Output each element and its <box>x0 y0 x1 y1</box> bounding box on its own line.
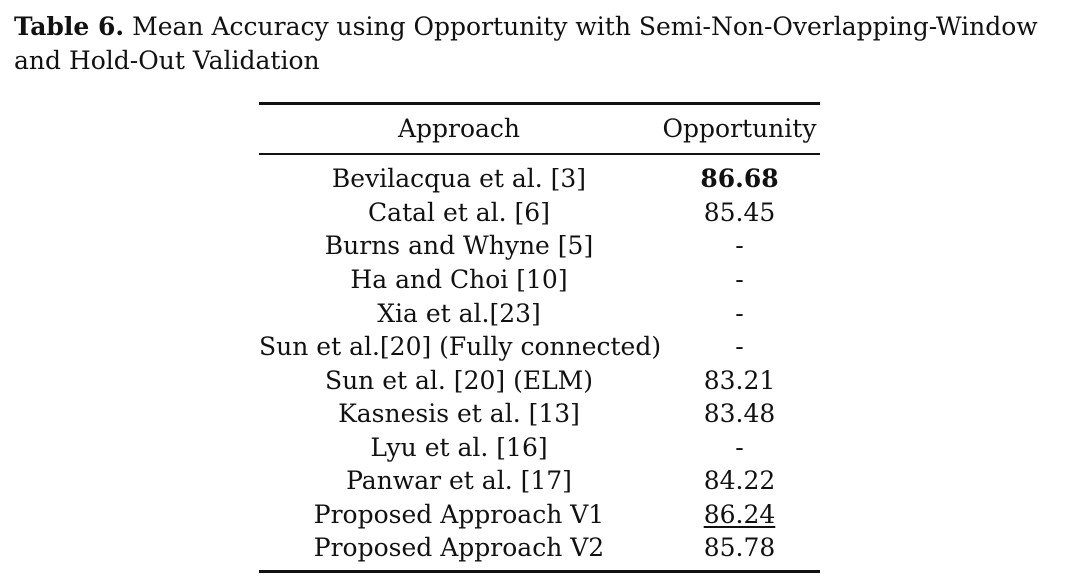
row-approach: Kasnesis et al. [13] <box>338 399 580 428</box>
header-opportunity: Opportunity <box>662 114 817 143</box>
header-approach: Approach <box>397 114 521 143</box>
row-value: - <box>735 231 744 260</box>
row-approach: Xia et al.[23] <box>377 299 541 328</box>
table-row: Proposed Approach V1 86.24 <box>259 498 820 532</box>
table-top-rule <box>259 102 820 105</box>
row-value: 85.45 <box>703 198 776 227</box>
row-approach: Sun et al.[20] (Fully connected) <box>259 332 662 361</box>
table-header-rule <box>259 153 820 155</box>
table-row: Bevilacqua et al. [3] 86.68 <box>259 162 820 196</box>
row-value: - <box>735 265 744 294</box>
table-row: Burns and Whyne [5] - <box>259 229 820 263</box>
table-row: Panwar et al. [17] 84.22 <box>259 464 820 498</box>
row-value: - <box>735 332 744 361</box>
table-row: Lyu et al. [16] - <box>259 431 820 465</box>
row-approach: Bevilacqua et al. [3] <box>331 164 587 193</box>
table-header-row: Approach Opportunity <box>259 112 820 146</box>
row-value: - <box>735 433 744 462</box>
table-row: Sun et al.[20] (Fully connected) - <box>259 330 820 364</box>
table-caption: Table 6. Mean Accuracy using Opportunity … <box>14 10 1079 78</box>
row-approach: Lyu et al. [16] <box>370 433 548 462</box>
row-approach: Catal et al. [6] <box>368 198 550 227</box>
row-approach: Sun et al. [20] (ELM) <box>324 366 594 395</box>
table-row: Proposed Approach V2 85.78 <box>259 531 820 565</box>
row-value: 85.78 <box>703 533 776 562</box>
row-approach: Proposed Approach V2 <box>313 533 605 562</box>
row-approach: Proposed Approach V1 <box>313 500 605 529</box>
table-row: Catal et al. [6] 85.45 <box>259 196 820 230</box>
row-approach: Panwar et al. [17] <box>346 466 572 495</box>
table-row: Sun et al. [20] (ELM) 83.21 <box>259 364 820 398</box>
row-approach: Ha and Choi [10] <box>350 265 568 294</box>
caption-label: Table 6. <box>14 12 125 41</box>
table-row: Kasnesis et al. [13] 83.48 <box>259 397 820 431</box>
row-value-best: 86.68 <box>700 164 779 193</box>
row-value: - <box>735 299 744 328</box>
row-value: 83.21 <box>703 366 776 395</box>
row-value: 84.22 <box>703 466 776 495</box>
row-value: 83.48 <box>703 399 776 428</box>
caption-text: Mean Accuracy using Opportunity with Sem… <box>14 12 1038 75</box>
table-row: Ha and Choi [10] - <box>259 263 820 297</box>
table-row: Xia et al.[23] - <box>259 297 820 331</box>
row-value-second-best: 86.24 <box>703 500 776 529</box>
table-bottom-rule <box>259 570 820 573</box>
row-approach: Burns and Whyne [5] <box>324 231 594 260</box>
